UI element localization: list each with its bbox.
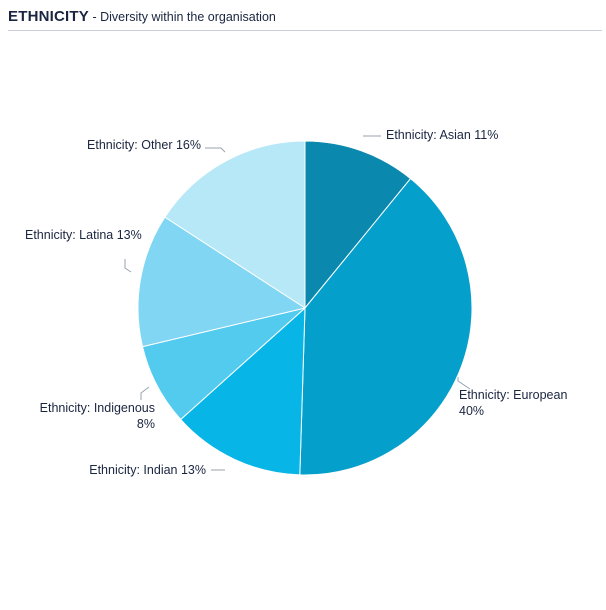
data-label-line: Ethnicity: Indian 13% — [89, 463, 206, 477]
data-label-line: Ethnicity: Other 16% — [87, 138, 201, 152]
pie-slice-asian[interactable] — [304, 140, 412, 309]
connector-line-european — [457, 377, 471, 390]
data-label-line: Ethnicity: Asian 11% — [386, 128, 498, 142]
data-label-line: 40% — [459, 404, 484, 418]
data-label-line: Ethnicity: Indigenous — [40, 401, 155, 415]
data-label-indian: Ethnicity: Indian 13% — [89, 463, 206, 477]
connector-line-indigenous — [140, 386, 150, 400]
data-label-other: Ethnicity: Other 16% — [87, 138, 201, 152]
pie-slice-other[interactable] — [164, 140, 306, 309]
data-label-indigenous: Ethnicity: Indigenous 8% — [40, 401, 155, 431]
data-label-european: Ethnicity: European 40% — [459, 388, 567, 418]
data-label-asian: Ethnicity: Asian 11% — [386, 128, 498, 142]
pie-slice-latina[interactable] — [137, 216, 306, 348]
pie-slice-indian[interactable] — [180, 307, 306, 476]
connector-line-latina — [124, 259, 132, 273]
chart-title: ETHNICITY — [8, 8, 89, 25]
connector-line-other — [205, 147, 226, 153]
data-label-line: Ethnicity: Latina 13% — [25, 228, 142, 242]
chart-header: ETHNICITY - Diversity within the organis… — [8, 8, 602, 31]
data-label-line: Ethnicity: European — [459, 388, 567, 402]
data-label-latina: Ethnicity: Latina 13% — [25, 228, 142, 242]
data-label-line: 8% — [137, 417, 155, 431]
pie-slice-european[interactable] — [299, 178, 473, 476]
chart-subtitle: - Diversity within the organisation — [88, 10, 276, 24]
